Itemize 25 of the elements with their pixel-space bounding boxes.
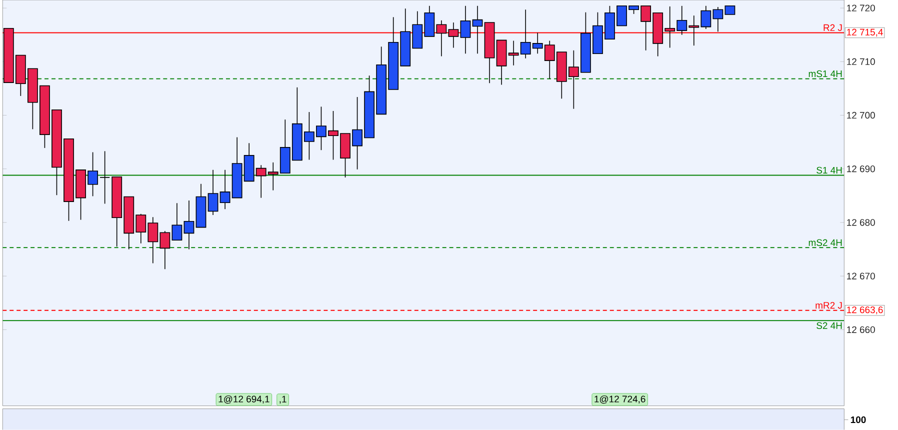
ref-line-label: R2 J: [824, 24, 842, 32]
candlestick: [460, 6, 471, 54]
y-tick-label: 12 715,4: [847, 28, 883, 37]
y-tick-label: 12 670: [847, 272, 875, 280]
y-tick-label: 12 720: [847, 4, 875, 12]
annotation: 1@12 694,1: [218, 396, 270, 404]
candlestick: [100, 150, 110, 204]
candlestick: [472, 6, 483, 54]
candlestick: [208, 170, 218, 216]
ref-line-label: mS2 4H: [808, 239, 842, 246]
annotation: ,1: [280, 396, 286, 404]
y-tick-label: 12 690: [847, 166, 875, 172]
ref-line-label: S2 4H: [816, 322, 842, 330]
candlestick: [184, 200, 194, 250]
y-tick-label: 12 663,6: [847, 306, 883, 314]
candlestick: [220, 170, 230, 210]
annotation: 1@12 724,6: [594, 396, 646, 404]
y-tick-label: 12 680: [847, 219, 875, 226]
ref-line-label: mR2 J: [816, 302, 842, 309]
y-tick-label: 12 660: [847, 326, 875, 334]
ref-line-label: S1 4H: [816, 167, 842, 174]
ref-line-label: mS1 4H: [808, 70, 842, 78]
y-tick-label: 12 710: [847, 58, 875, 66]
text: 100: [850, 416, 866, 424]
y-tick-label: 12 700: [847, 112, 875, 119]
